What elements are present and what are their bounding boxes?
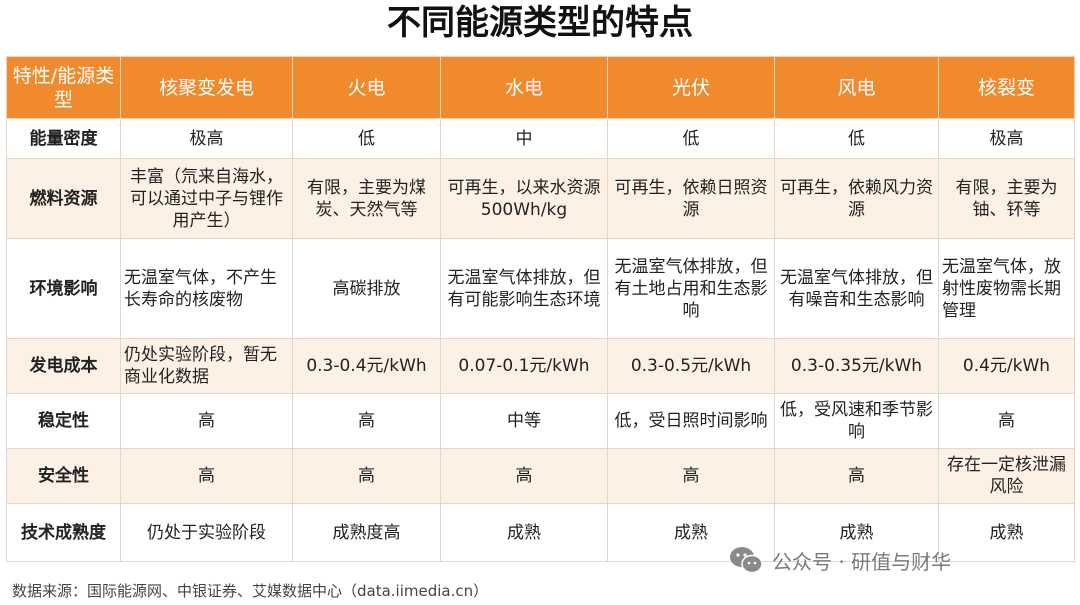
table-cell: 中等 bbox=[440, 393, 608, 449]
table-row: 环境影响 无温室气体，不产生长寿命的核废物 高碳排放 无温室气体排放，但有可能影… bbox=[6, 238, 1075, 339]
header-cell: 特性/能源类型 bbox=[6, 56, 121, 119]
table-cell: 高 bbox=[938, 393, 1075, 449]
table-cell: 低 bbox=[292, 118, 441, 159]
row-label: 发电成本 bbox=[6, 338, 121, 394]
table-header-row: 特性/能源类型 核聚变发电 火电 水电 光伏 风电 核裂变 bbox=[6, 56, 1075, 119]
table-cell: 成熟度高 bbox=[292, 503, 441, 562]
header-cell: 核裂变 bbox=[938, 56, 1075, 119]
header-cell: 风电 bbox=[774, 56, 939, 119]
table-cell: 高 bbox=[292, 393, 441, 449]
table-cell: 低，受风速和季节影响 bbox=[774, 393, 939, 449]
table-cell: 无温室气体，放射性废物需长期管理 bbox=[938, 238, 1075, 339]
watermark: 公众号 · 研值与财华 bbox=[728, 543, 951, 577]
table-cell: 无温室气体排放，但有噪音和生态影响 bbox=[774, 238, 939, 339]
table-cell: 极高 bbox=[120, 118, 293, 159]
table-cell: 0.3-0.35元/kWh bbox=[774, 338, 939, 394]
table-cell: 高碳排放 bbox=[292, 238, 441, 339]
table-cell: 0.4元/kWh bbox=[938, 338, 1075, 394]
watermark-text: 公众号 · 研值与财华 bbox=[772, 549, 952, 574]
table-cell: 存在一定核泄漏风险 bbox=[938, 448, 1075, 504]
row-label: 环境影响 bbox=[6, 238, 121, 339]
table-cell: 低 bbox=[607, 118, 775, 159]
header-cell: 火电 bbox=[292, 56, 441, 119]
header-cell: 水电 bbox=[440, 56, 608, 119]
table-cell: 极高 bbox=[938, 118, 1075, 159]
table-cell: 可再生，以来水资源500Wh/kg bbox=[440, 158, 608, 239]
table-cell: 仍处实验阶段，暂无商业化数据 bbox=[120, 338, 293, 394]
page-title: 不同能源类型的特点 bbox=[387, 3, 693, 43]
table-cell: 低 bbox=[774, 118, 939, 159]
source-note: 数据来源：国际能源网、中银证券、艾媒数据中心（data.iimedia.cn） bbox=[12, 582, 489, 600]
table-cell: 0.07-0.1元/kWh bbox=[440, 338, 608, 394]
comparison-table: 特性/能源类型 核聚变发电 火电 水电 光伏 风电 核裂变 能量密度 极高 低 … bbox=[6, 56, 1075, 562]
table-cell: 有限，主要为煤炭、天然气等 bbox=[292, 158, 441, 239]
table-cell: 可再生，依赖日照资源 bbox=[607, 158, 775, 239]
table-cell: 有限，主要为铀、钚等 bbox=[938, 158, 1075, 239]
table-cell: 0.3-0.4元/kWh bbox=[292, 338, 441, 394]
table-cell: 成熟 bbox=[938, 503, 1075, 562]
table-row: 燃料资源 丰富（氘来自海水，可以通过中子与锂作用产生） 有限，主要为煤炭、天然气… bbox=[6, 158, 1075, 239]
table-cell: 0.3-0.5元/kWh bbox=[607, 338, 775, 394]
row-label: 能量密度 bbox=[6, 118, 121, 159]
table-cell: 丰富（氘来自海水，可以通过中子与锂作用产生） bbox=[120, 158, 293, 239]
table-cell: 高 bbox=[774, 448, 939, 504]
table-row: 发电成本 仍处实验阶段，暂无商业化数据 0.3-0.4元/kWh 0.07-0.… bbox=[6, 338, 1075, 394]
table-cell: 无温室气体，不产生长寿命的核废物 bbox=[120, 238, 293, 339]
header-cell: 光伏 bbox=[607, 56, 775, 119]
table-cell: 可再生，依赖风力资源 bbox=[774, 158, 939, 239]
table-cell: 中 bbox=[440, 118, 608, 159]
table-row: 稳定性 高 高 中等 低，受日照时间影响 低，受风速和季节影响 高 bbox=[6, 393, 1075, 449]
table-cell: 低，受日照时间影响 bbox=[607, 393, 775, 449]
table-cell: 高 bbox=[292, 448, 441, 504]
row-label: 技术成熟度 bbox=[6, 503, 121, 562]
row-label: 稳定性 bbox=[6, 393, 121, 449]
table-row: 能量密度 极高 低 中 低 低 极高 bbox=[6, 118, 1075, 159]
wechat-icon bbox=[730, 547, 763, 574]
table-cell: 高 bbox=[607, 448, 775, 504]
table-cell: 成熟 bbox=[774, 503, 939, 562]
row-label: 燃料资源 bbox=[6, 158, 121, 239]
header-cell: 核聚变发电 bbox=[120, 56, 293, 119]
table-cell: 高 bbox=[120, 393, 293, 449]
table-cell: 无温室气体排放，但有土地占用和生态影响 bbox=[607, 238, 775, 339]
table-row: 安全性 高 高 高 高 高 存在一定核泄漏风险 bbox=[6, 448, 1075, 504]
row-label: 安全性 bbox=[6, 448, 121, 504]
table-cell: 高 bbox=[440, 448, 608, 504]
table-cell: 成熟 bbox=[440, 503, 608, 562]
table-cell: 高 bbox=[120, 448, 293, 504]
table-cell: 仍处于实验阶段 bbox=[120, 503, 293, 562]
table-cell: 无温室气体排放，但有可能影响生态环境 bbox=[440, 238, 608, 339]
